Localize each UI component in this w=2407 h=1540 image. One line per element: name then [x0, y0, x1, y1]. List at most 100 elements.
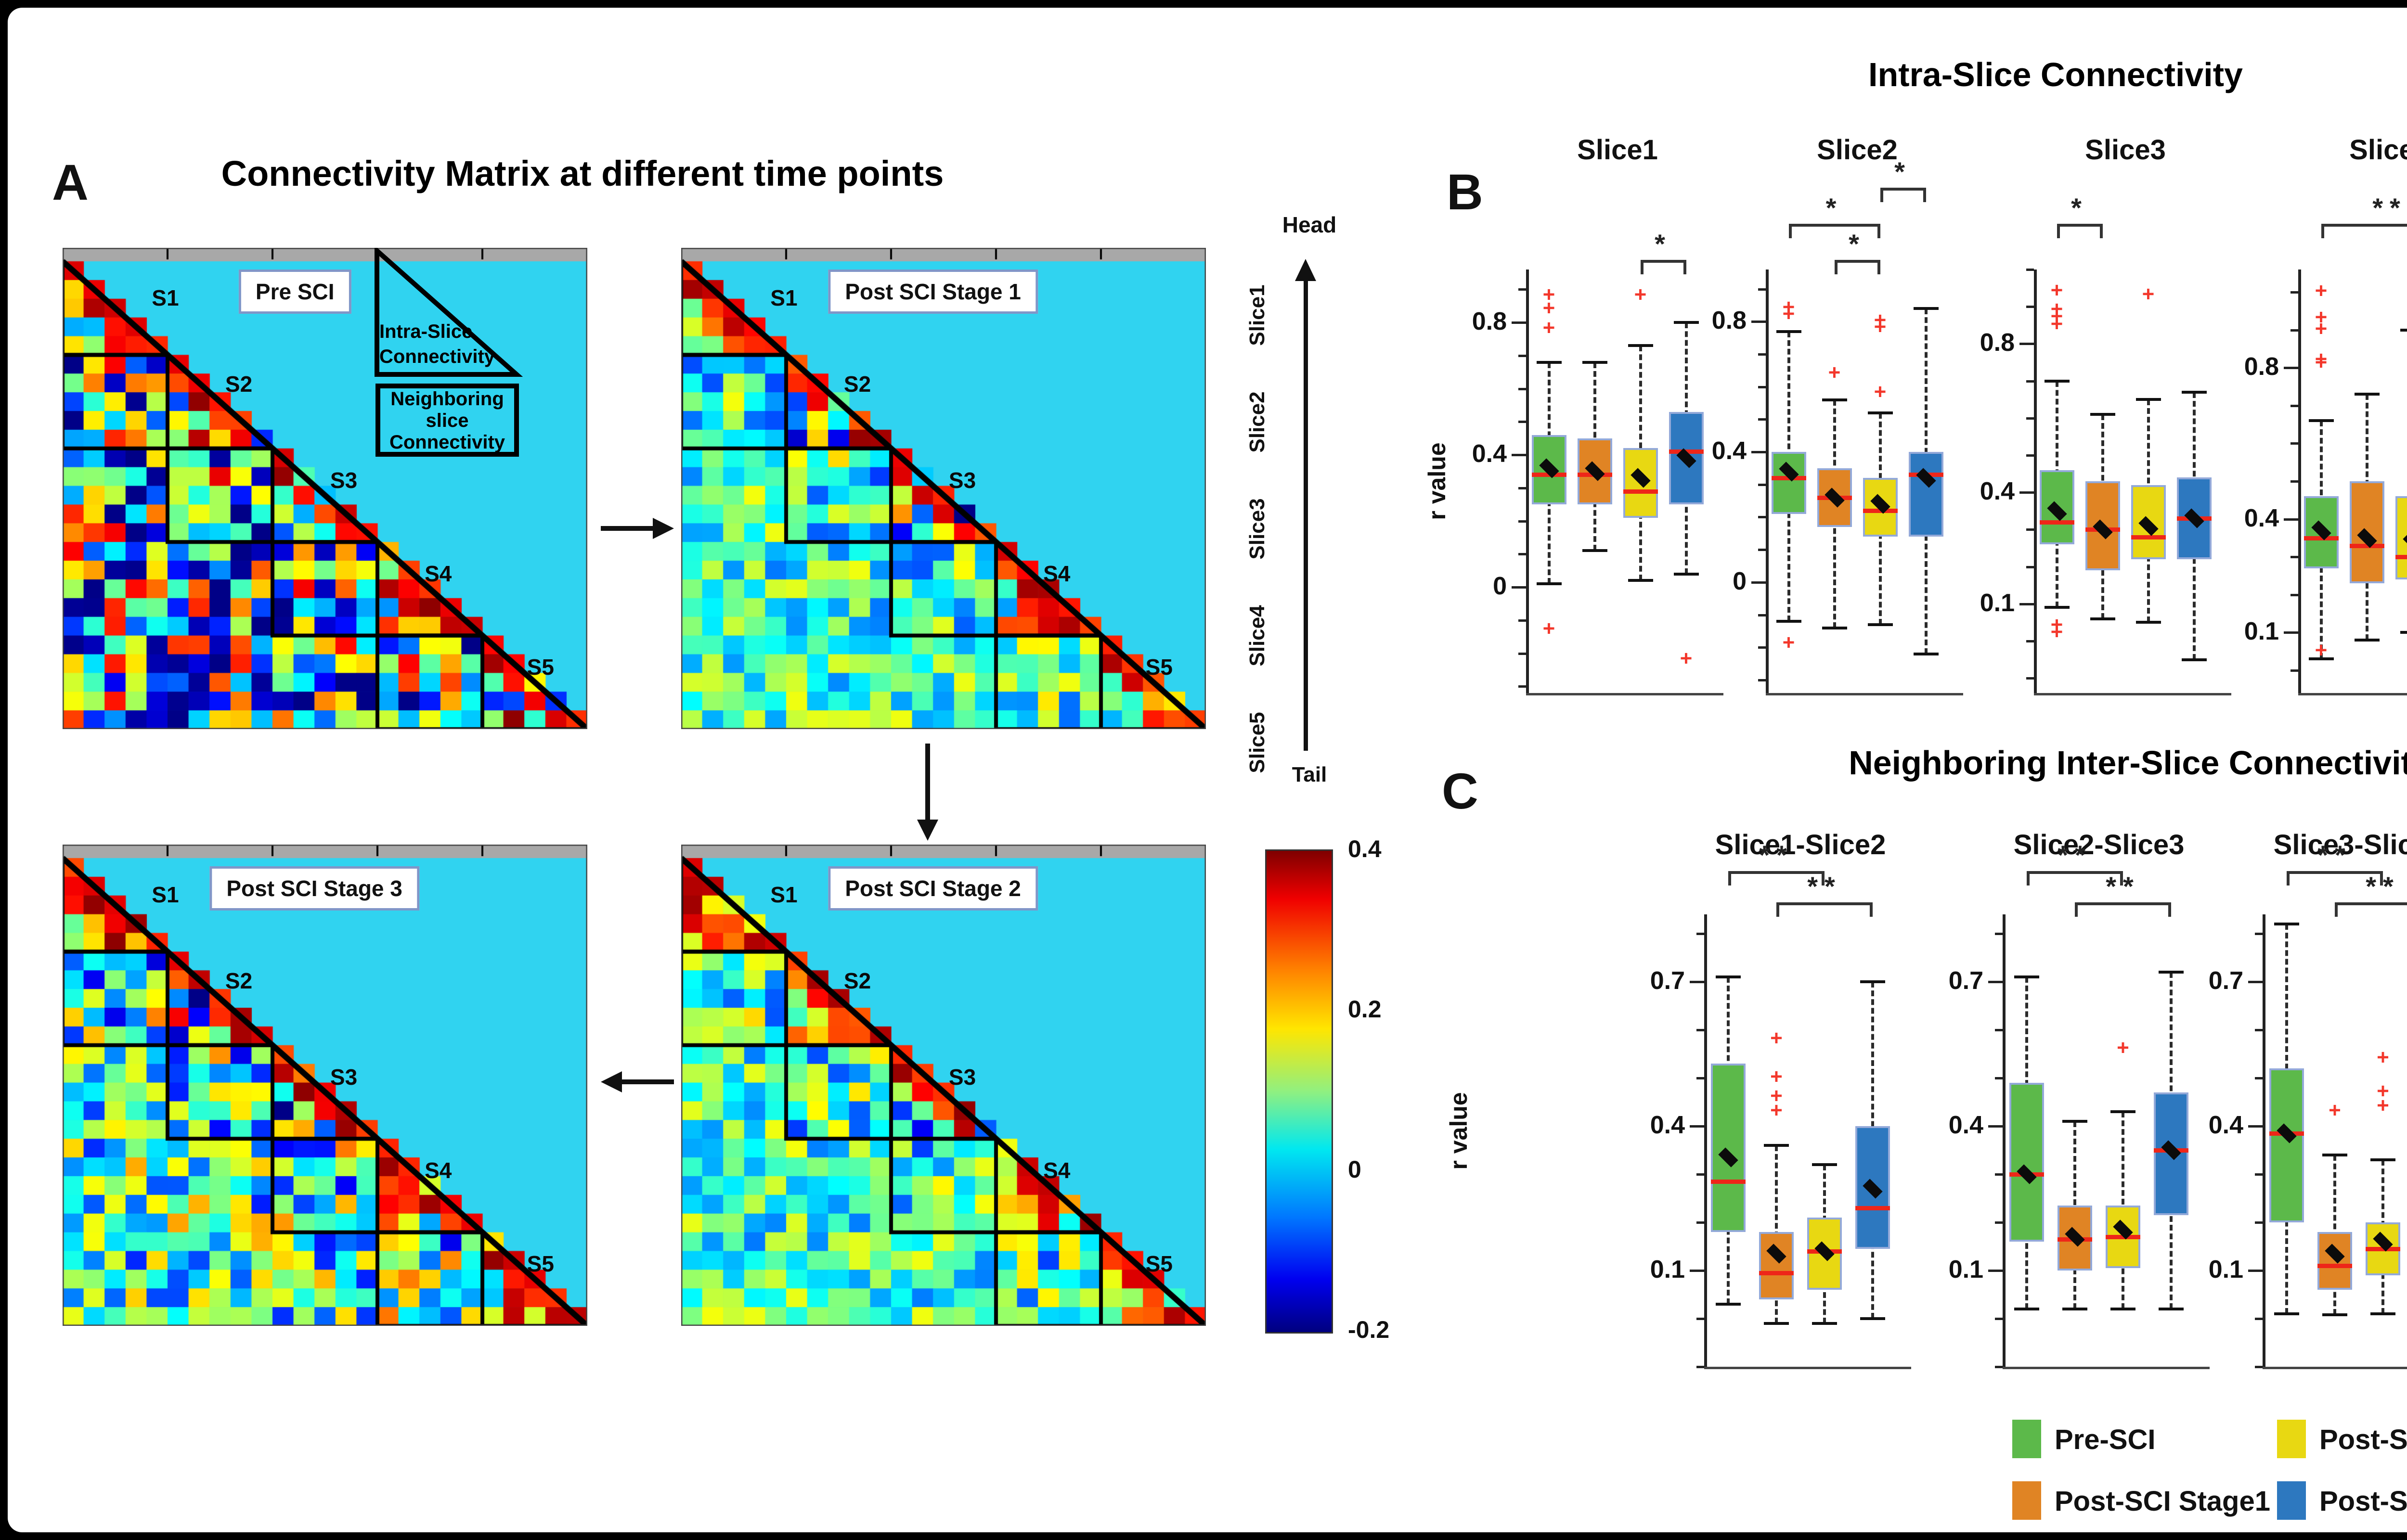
matrix-block-label: S4 — [1043, 1158, 1071, 1183]
y-minor-tick — [1518, 487, 1526, 489]
whisker-cap-top — [2159, 971, 2184, 974]
matrix-block-label: S2 — [225, 372, 253, 397]
y-minor-tick — [1518, 520, 1526, 523]
median-line — [1855, 1206, 1890, 1210]
whisker-cap-top — [1716, 975, 1741, 978]
y-minor-tick — [2291, 404, 2298, 407]
y-axis — [2298, 270, 2301, 693]
matrix-block-label: S3 — [330, 1064, 358, 1090]
y-minor-tick — [1995, 1318, 2003, 1320]
sig-bracket — [1640, 260, 1686, 274]
box-post1 — [1759, 1232, 1794, 1299]
outlier-marker: + — [2315, 350, 2328, 374]
y-minor-tick — [2255, 933, 2263, 935]
y-major-tick — [1988, 1270, 2003, 1272]
y-major-tick — [2019, 343, 2034, 346]
panel-a-letter: A — [52, 154, 89, 211]
whisker-cap-bottom — [1860, 1317, 1885, 1320]
outlier-marker: + — [1770, 1065, 1783, 1089]
sig-bracket — [2075, 902, 2171, 917]
whisker-cap-top — [1536, 360, 1562, 364]
matrix-block-label: S5 — [527, 1251, 554, 1277]
matrix-block-label: S1 — [152, 285, 179, 310]
box-pre — [2269, 1068, 2304, 1222]
colorbar — [1265, 849, 1333, 1334]
median-line — [1759, 1271, 1794, 1275]
boxplot-title: Slice3-Slice4 — [2273, 829, 2407, 860]
outlier-marker: + — [1828, 360, 1841, 385]
head-label: Head — [1282, 212, 1337, 237]
matrix-block-label: S1 — [152, 882, 179, 907]
y-tick-label: 0.4 — [2244, 504, 2279, 532]
y-major-tick — [1751, 321, 1766, 323]
neighboring-slice-annotation-text: Neighboring slice Connectivity — [389, 388, 505, 453]
y-major-tick — [2248, 1125, 2263, 1128]
matrix-block-label: S2 — [843, 968, 871, 994]
y-major-tick — [1512, 586, 1526, 589]
whisker-cap-top — [2110, 1110, 2135, 1113]
sig-bracket — [1788, 224, 1880, 238]
y-minor-tick — [1758, 516, 1766, 519]
y-minor-tick — [1518, 685, 1526, 688]
legend-swatch-post2 — [2277, 1420, 2306, 1458]
matrix-stage-label: Post SCI Stage 2 — [828, 866, 1038, 911]
arrow-stage1-to-stage2 — [925, 744, 930, 820]
y-minor-tick — [1995, 1077, 2003, 1079]
whisker-cap-bottom — [2308, 657, 2334, 661]
connectivity-matrix-post1 — [681, 248, 1206, 729]
box-pre — [1711, 1064, 1746, 1232]
y-major-tick — [1512, 321, 1526, 324]
y-minor-tick — [1995, 1029, 2003, 1031]
whisker-cap-top — [2400, 328, 2407, 332]
whisker-cap-bottom — [1582, 549, 1607, 552]
legend-label-pre: Pre-SCI — [2055, 1424, 2156, 1455]
whisker-cap-bottom — [1776, 620, 1801, 623]
matrix-stage-label: Post SCI Stage 1 — [828, 270, 1038, 314]
median-line — [2303, 536, 2339, 540]
whisker-cap-bottom — [1536, 582, 1562, 586]
y-tick-label: 0.7 — [2208, 967, 2243, 995]
y-minor-tick — [1518, 387, 1526, 390]
y-minor-tick — [1518, 652, 1526, 655]
panel-b-title: Intra-Slice Connectivity — [1868, 56, 2243, 93]
sig-bracket — [2057, 224, 2103, 238]
y-tick-label: 0.8 — [1472, 308, 1507, 335]
sig-stars: * — [2378, 228, 2407, 259]
outlier-marker: + — [1782, 302, 1795, 326]
outlier-marker: + — [2050, 297, 2063, 321]
whisker-cap-bottom — [1628, 579, 1653, 582]
slice-axis-label: Slice4 — [1245, 605, 1269, 667]
matrix-block-label: S5 — [1145, 654, 1173, 680]
y-tick-label: 0.8 — [2244, 353, 2279, 381]
outlier-marker: + — [1542, 282, 1555, 307]
legend-swatch-pre — [2012, 1420, 2041, 1458]
sig-bracket — [1776, 902, 1873, 917]
whisker-cap-bottom — [2274, 1312, 2299, 1315]
y-tick-label: 0 — [1733, 567, 1747, 595]
x-axis — [1766, 693, 1963, 695]
sig-bracket — [2027, 871, 2123, 886]
whisker-cap-bottom — [1867, 623, 1893, 626]
outlier-marker: + — [1874, 315, 1887, 339]
sig-stars: ** — [2317, 840, 2352, 870]
panel-c-title: Neighboring Inter-Slice Connectivity — [1849, 744, 2407, 782]
outlier-marker: + — [2315, 317, 2328, 341]
whisker-cap-bottom — [2400, 631, 2407, 634]
whisker-cap-bottom — [2370, 1312, 2395, 1315]
whisker-cap-top — [1776, 330, 1801, 333]
whisker-cap-top — [2370, 1158, 2395, 1161]
whisker-cap-bottom — [2322, 1313, 2347, 1316]
outlier-marker: + — [1770, 1026, 1783, 1050]
outlier-marker: + — [1542, 316, 1555, 340]
outlier-marker: + — [1542, 296, 1555, 320]
arrow-pre-to-stage1-head — [653, 518, 674, 539]
matrix-block-label: S4 — [425, 1158, 452, 1183]
y-tick-label: 0.7 — [1650, 967, 1685, 995]
y-minor-tick — [2291, 556, 2298, 559]
y-tick-label: 0.1 — [1948, 1256, 1983, 1283]
sig-bracket — [1728, 871, 1825, 886]
outlier-marker: + — [1874, 380, 1887, 404]
outlier-marker: + — [2315, 638, 2328, 662]
outlier-marker: + — [1770, 1084, 1783, 1108]
x-axis — [2034, 693, 2231, 695]
